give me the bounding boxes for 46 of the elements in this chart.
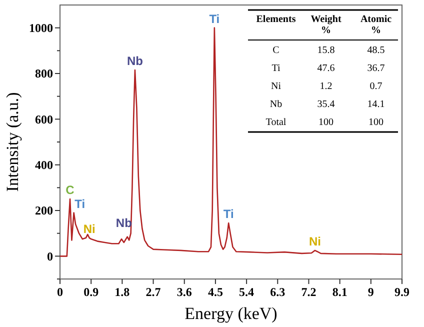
x-tick-label: 7.2 [301, 285, 316, 299]
x-tick-label: 4.5 [208, 285, 223, 299]
y-tick-label: 200 [35, 204, 53, 218]
annotation: Ti [209, 12, 220, 26]
category-label: Elements [256, 14, 296, 25]
annotation: Ni [83, 222, 96, 236]
annotation: 100 [318, 117, 334, 128]
x-tick-label: 3.6 [176, 285, 192, 299]
y-tick-label: 600 [35, 112, 53, 126]
annotation: C [272, 45, 280, 56]
annotation: Ni [271, 81, 282, 92]
annotation: 47.6 [317, 63, 335, 74]
y-tick-label: 800 [35, 66, 53, 81]
annotation: C [66, 183, 75, 198]
x-tick-label: 2.7 [146, 285, 161, 299]
x-tick-label: 8.1 [332, 285, 348, 299]
x-axis-title: Energy (keV) [184, 304, 278, 323]
y-tick-label: 0 [47, 249, 53, 264]
x-tick-label: 1.8 [114, 285, 130, 299]
y-tick-label: 1000 [29, 21, 53, 36]
annotation: 36.7 [367, 63, 385, 74]
x-tick-label: 9 [368, 285, 374, 299]
annotation: Nb [270, 99, 282, 110]
annotation: 48.5 [367, 45, 385, 56]
y-tick-label: 400 [35, 158, 53, 172]
x-tick-label: 6.3 [270, 285, 286, 299]
annotation: Ti [74, 196, 86, 211]
annotation: Ti [223, 207, 234, 222]
annotation: 14.1 [367, 99, 385, 110]
x-tick-label: 0 [57, 285, 63, 299]
annotation: Total [266, 117, 286, 128]
annotation: Nb [126, 54, 143, 68]
annotation: Ti [272, 63, 280, 74]
annotation: 35.4 [317, 99, 335, 110]
annotation: 0.7 [370, 81, 382, 92]
category-label: Weight % [310, 14, 342, 36]
category-label: Atomic % [360, 14, 392, 36]
y-axis-title: Intensity (a.u.) [3, 92, 22, 192]
line-series [59, 27, 403, 257]
x-tick-label: 9.9 [394, 285, 410, 299]
annotation: 100 [368, 117, 384, 128]
x-tick-label: 0.9 [84, 285, 99, 299]
annotation: 1.2 [320, 81, 332, 92]
annotation: Ni [308, 234, 321, 248]
x-tick-label: 5.4 [239, 285, 254, 299]
annotation: 15.8 [317, 45, 335, 56]
